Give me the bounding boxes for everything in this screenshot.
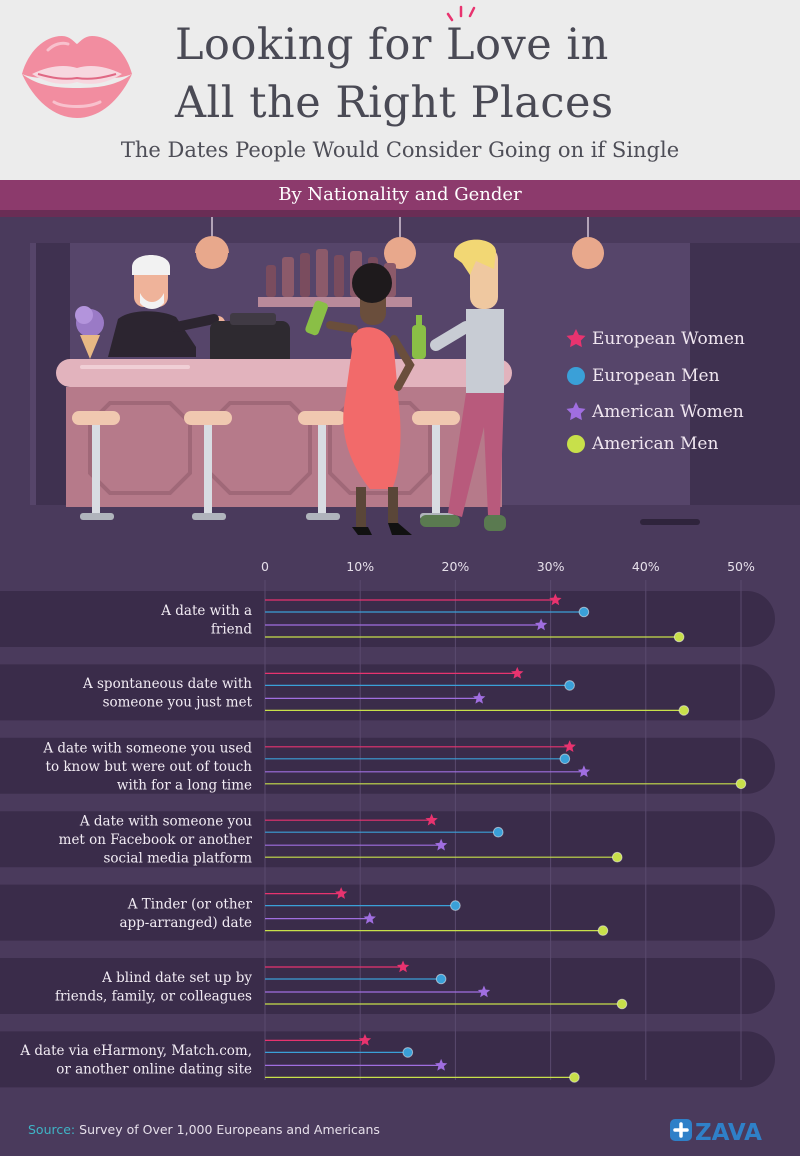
category-label: to know but were out of touch xyxy=(46,759,253,775)
lollipop-chart: 0 10% 20% 30% 40% 50% A date with a friend A spo… xyxy=(0,559,775,1088)
row-background xyxy=(0,958,775,1014)
category-label: A date with someone you used xyxy=(42,740,252,756)
data-point-circle xyxy=(492,826,504,838)
category-label: A date with someone you xyxy=(79,814,252,830)
subtitle: The Dates People Would Consider Going on… xyxy=(120,138,680,162)
header: Looking for Love in All the Right Places… xyxy=(0,0,800,180)
category-label: with for a long time xyxy=(117,777,252,793)
legend-label: American Women xyxy=(592,402,744,422)
source-label: Source: xyxy=(28,1122,76,1137)
category-label: A Tinder (or other xyxy=(127,896,253,912)
data-point-circle xyxy=(564,680,575,691)
data-point-star xyxy=(563,740,576,753)
data-point-star xyxy=(425,813,438,826)
source-note: Source: Survey of Over 1,000 Europeans a… xyxy=(28,1122,380,1137)
title-line-1: Looking for Love in xyxy=(175,20,609,70)
legend-item-european-women: European Women xyxy=(565,328,795,352)
category-label: A date with a xyxy=(160,603,252,619)
lips-illustration xyxy=(22,36,132,118)
row-background xyxy=(0,811,775,868)
category-label: someone you just met xyxy=(103,695,253,711)
data-point-circle xyxy=(735,778,747,790)
x-tick-label: 0 xyxy=(261,559,269,574)
x-tick-label: 50% xyxy=(727,559,755,574)
legend-item-european-men: European Men xyxy=(565,365,795,389)
category-label: social media platform xyxy=(104,851,253,867)
data-point-circle xyxy=(559,753,571,765)
zava-logo: ZAVA xyxy=(670,1119,762,1146)
data-point-circle xyxy=(569,1072,580,1083)
data-point-circle xyxy=(678,705,690,716)
legend-label: European Men xyxy=(592,366,720,386)
row-background xyxy=(0,591,775,647)
row-background xyxy=(0,737,775,794)
data-point-circle xyxy=(402,1047,414,1058)
data-point-star xyxy=(434,838,448,851)
category-label: A date via eHarmony, Match.com, xyxy=(19,1043,252,1059)
circle-icon xyxy=(567,367,585,385)
legend-item-american-men: American Men xyxy=(565,433,795,457)
data-point-star xyxy=(577,765,591,778)
data-point-circle xyxy=(435,973,447,985)
data-point-star xyxy=(511,666,524,679)
data-point-star xyxy=(363,912,376,924)
data-point-circle xyxy=(673,631,685,643)
row-background xyxy=(0,884,775,941)
circle-icon xyxy=(567,435,585,453)
category-label: A spontaneous date with xyxy=(82,676,252,692)
star-icon xyxy=(566,402,586,421)
love-accent-marks xyxy=(446,5,476,22)
data-point-star xyxy=(477,985,491,998)
data-point-star xyxy=(534,618,548,631)
title-line-2: All the Right Places xyxy=(175,78,614,128)
row-background xyxy=(0,664,775,721)
data-point-star xyxy=(396,960,410,973)
data-point-star xyxy=(473,691,486,704)
data-point-circle xyxy=(611,851,623,863)
category-label: met on Facebook or another xyxy=(59,832,253,848)
data-point-circle xyxy=(616,998,628,1010)
x-tick-label: 40% xyxy=(632,559,660,574)
legend-label: European Women xyxy=(592,329,745,349)
category-label: friends, family, or colleagues xyxy=(55,988,252,1004)
logo-text: ZAVA xyxy=(695,1120,762,1146)
data-point-star xyxy=(434,1058,448,1071)
star-icon xyxy=(566,329,586,348)
data-point-star xyxy=(334,887,348,899)
row-background xyxy=(0,1031,775,1088)
legend-item-american-women: American Women xyxy=(565,401,795,425)
x-tick-label: 10% xyxy=(346,559,374,574)
legend-label: American Men xyxy=(592,434,719,454)
section-band-shadow xyxy=(0,210,800,217)
category-label: app-arranged) date xyxy=(119,915,252,931)
section-band: By Nationality and Gender xyxy=(0,180,800,210)
data-point-circle xyxy=(578,606,590,618)
category-label: A blind date set up by xyxy=(101,970,252,986)
x-tick-label: 20% xyxy=(442,559,470,574)
category-label: or another online dating site xyxy=(56,1062,252,1078)
category-label: friend xyxy=(211,621,252,637)
data-point-star xyxy=(358,1033,372,1046)
x-tick-label: 30% xyxy=(537,559,565,574)
data-point-star xyxy=(549,593,562,606)
data-point-circle xyxy=(597,925,609,936)
data-point-circle xyxy=(450,900,461,911)
source-text: Survey of Over 1,000 Europeans and Ameri… xyxy=(75,1122,380,1137)
